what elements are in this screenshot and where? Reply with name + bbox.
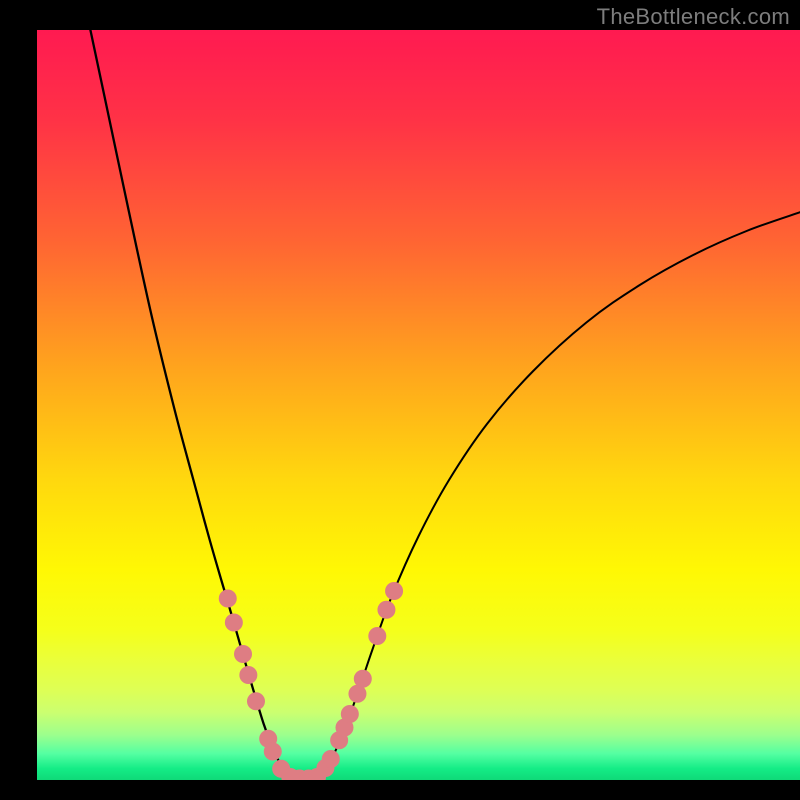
marker-dot bbox=[341, 705, 359, 723]
marker-dot bbox=[225, 614, 243, 632]
chart-frame: TheBottleneck.com bbox=[0, 0, 800, 800]
marker-dot bbox=[322, 750, 340, 768]
plot-area bbox=[37, 30, 800, 780]
marker-dot bbox=[354, 670, 372, 688]
chart-svg bbox=[37, 30, 800, 780]
gradient-background bbox=[37, 30, 800, 780]
marker-dot bbox=[234, 645, 252, 663]
marker-dot bbox=[377, 601, 395, 619]
marker-dot bbox=[247, 692, 265, 710]
marker-dot bbox=[368, 627, 386, 645]
marker-dot bbox=[385, 582, 403, 600]
watermark-text: TheBottleneck.com bbox=[597, 4, 790, 30]
marker-dot bbox=[264, 743, 282, 761]
marker-dot bbox=[219, 590, 237, 608]
marker-dot bbox=[239, 666, 257, 684]
